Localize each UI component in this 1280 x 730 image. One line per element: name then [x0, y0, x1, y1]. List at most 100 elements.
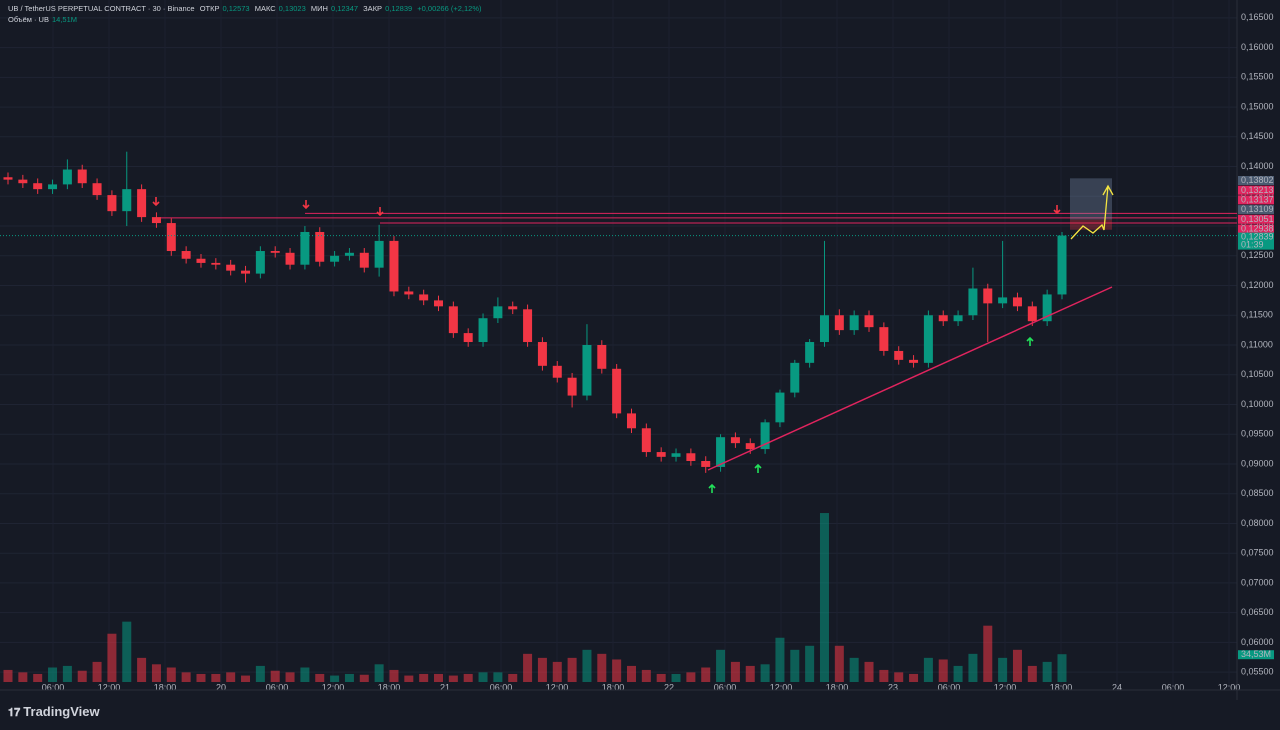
candle-body	[790, 362, 800, 393]
x-tick-label: 18:00	[826, 682, 849, 692]
down-arrow	[152, 197, 160, 207]
candle-body	[894, 350, 904, 360]
price-tag: 0,13109	[1238, 204, 1274, 214]
candle-body	[834, 315, 844, 331]
volume-bar	[18, 672, 28, 682]
price-tag-label: 0,13802	[1241, 175, 1274, 185]
volume-bar	[3, 669, 13, 682]
ohlc-value: 0,12573	[222, 4, 250, 13]
volume-bar	[775, 637, 785, 682]
candle-body	[226, 264, 236, 271]
last-price-label: 0,12839	[1241, 231, 1274, 241]
volume-bar	[359, 674, 369, 682]
x-tick-label: 12:00	[1218, 682, 1241, 692]
price-tag: 0,12938	[1238, 224, 1274, 234]
volume-bar	[612, 659, 622, 682]
candle-body	[77, 169, 87, 184]
candle-body	[968, 288, 978, 316]
candle-body	[760, 422, 770, 450]
candle-body	[478, 318, 488, 343]
x-tick-label: 18:00	[378, 682, 401, 692]
x-tick-label: 06:00	[1162, 682, 1185, 692]
candle-body	[107, 195, 117, 212]
y-tick-label: 0,05500	[1241, 667, 1274, 677]
down-arrow	[302, 200, 310, 210]
down-arrow	[1053, 205, 1061, 215]
price-tag-bg	[1238, 176, 1274, 185]
x-tick-label: 22	[664, 682, 674, 692]
last-price-tag	[1238, 232, 1274, 250]
candle-body	[567, 377, 577, 396]
volume-bar	[730, 661, 740, 682]
header: UB / TetherUS PERPETUAL CONTRACT · 30 · …	[8, 4, 488, 13]
volume-bar	[998, 657, 1008, 682]
price-tag: 0,13051	[1238, 214, 1274, 224]
price-tag-bg	[1238, 205, 1274, 215]
x-tick-label: 18:00	[602, 682, 625, 692]
volume-bar	[641, 669, 651, 682]
volume-bar	[597, 653, 607, 682]
candle-body	[448, 306, 458, 334]
candle-body	[166, 223, 176, 252]
volume-bar	[819, 513, 829, 682]
x-tick-label: 06:00	[938, 682, 961, 692]
volume-bar	[567, 657, 577, 682]
candle-body	[775, 392, 785, 423]
ohlc-label: МАКС	[254, 4, 276, 13]
x-tick-label: 12:00	[994, 682, 1017, 692]
candle-body	[1057, 235, 1067, 295]
y-tick-label: 0,11500	[1241, 310, 1273, 320]
volume-bar	[537, 657, 547, 682]
volume-bar	[849, 657, 859, 682]
volume-bar	[330, 675, 340, 682]
trend-line	[707, 286, 1113, 471]
volume-bar	[419, 673, 429, 682]
candle-body	[285, 252, 295, 265]
y-tick-label: 0,06000	[1241, 637, 1274, 647]
up-arrow	[1026, 336, 1034, 346]
ohlc: ОТКР 0,12573 МАКС 0,13023 МИН 0,12347 ЗАКР 0…	[200, 4, 485, 13]
volume-bar	[241, 675, 251, 682]
volume-title: Объём · UB	[8, 15, 49, 24]
volume-bar	[864, 661, 874, 682]
candle-body	[62, 169, 72, 185]
candle-body	[983, 288, 993, 304]
candle-body	[998, 297, 1008, 304]
symbol-title: UB / TetherUS PERPETUAL CONTRACT · 30 · …	[8, 4, 195, 13]
candle-body	[344, 252, 354, 256]
volume-bar	[181, 672, 191, 682]
y-tick-label: 0,16500	[1241, 12, 1274, 22]
candle-body	[1027, 306, 1037, 322]
volume-bar	[478, 672, 488, 682]
volume-bar	[909, 673, 919, 682]
volume-bar	[953, 665, 963, 682]
candle-body	[716, 437, 726, 467]
candle-body	[463, 333, 473, 343]
volume-bar	[1057, 654, 1067, 682]
candle-body	[92, 183, 102, 196]
volume-bar	[33, 673, 43, 682]
volume-bar	[760, 664, 770, 682]
volume-bar	[983, 625, 993, 682]
x-tick-label: 12:00	[546, 682, 569, 692]
candle-body	[745, 443, 755, 450]
volume-bar	[434, 673, 444, 682]
price-tag-label: 0,13051	[1241, 214, 1274, 224]
ohlc-label: МИН	[310, 4, 328, 13]
volume-bar	[582, 649, 592, 682]
change: +0,00266 (+2,12%)	[417, 4, 482, 13]
volume-bar	[196, 673, 206, 682]
volume-tag-label: 34,53M	[1241, 649, 1271, 659]
volume-bar	[62, 665, 72, 682]
ohlc-value: 0,12839	[385, 4, 413, 13]
candle-body	[656, 452, 666, 457]
price-tag-bg	[1238, 195, 1274, 205]
volume-bar	[77, 670, 87, 682]
price-tag-label: 0,13137	[1241, 194, 1274, 204]
volume-bar	[1012, 649, 1022, 682]
volume-bar	[716, 649, 726, 682]
volume-bar	[626, 665, 636, 682]
y-tick-label: 0,08500	[1241, 488, 1274, 498]
candle-body	[612, 368, 622, 414]
